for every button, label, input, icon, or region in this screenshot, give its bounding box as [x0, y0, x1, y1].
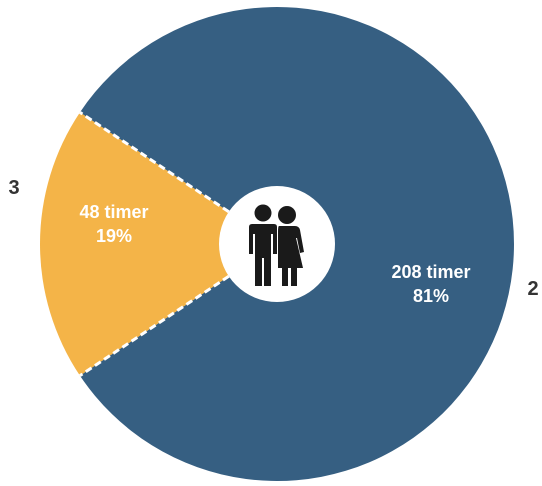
slice-value-label-small: 48 timer	[79, 202, 148, 222]
slice-separators	[79, 111, 230, 377]
couple-icon	[249, 204, 304, 286]
category-label-3: 3	[8, 177, 19, 199]
slice-percent-label-large: 81%	[413, 286, 449, 306]
slice-separator-1	[79, 111, 230, 214]
slice-separator-2	[79, 274, 230, 377]
slice-percent-label-small: 19%	[96, 226, 132, 246]
slice-labels: 208 timer 81% 48 timer 19% 2 3	[8, 177, 538, 306]
man-figure-icon	[249, 204, 277, 286]
category-label-2: 2	[527, 278, 538, 300]
woman-figure-icon	[278, 206, 304, 286]
pie-slice-small	[39, 112, 278, 376]
slice-value-label-large: 208 timer	[391, 262, 470, 282]
